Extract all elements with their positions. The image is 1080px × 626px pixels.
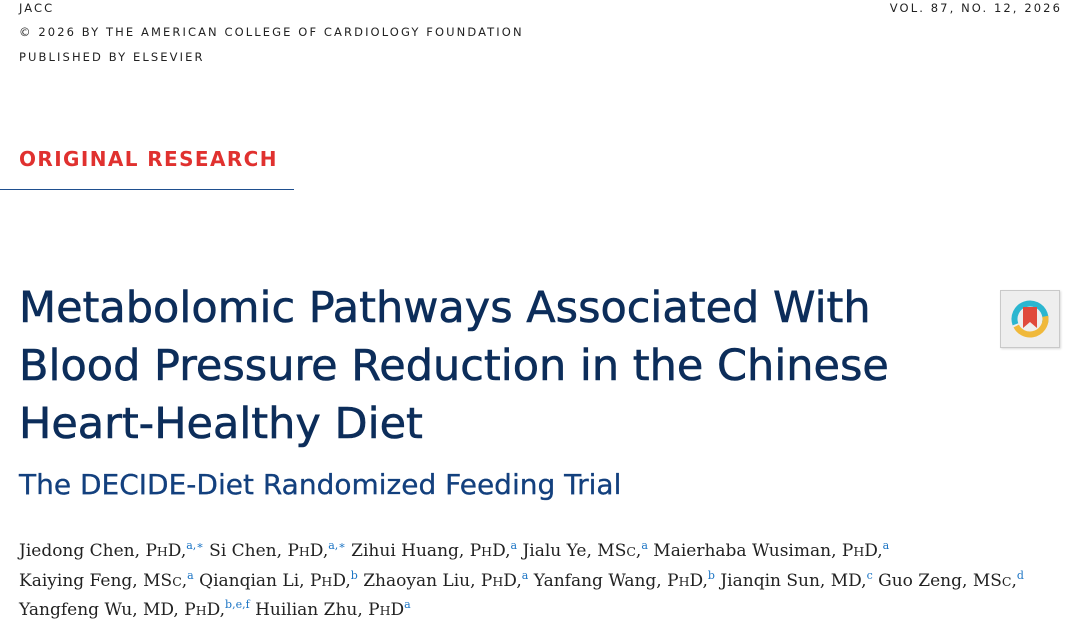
affiliation-marker[interactable]: b,e,f — [225, 598, 250, 611]
author-name: Yangfeng Wu, MD, — [19, 600, 185, 620]
author-entry: Huilian Zhu, PHDa — [255, 598, 411, 620]
affiliation-marker[interactable]: b — [707, 568, 715, 582]
affiliation-marker[interactable]: a,∗ — [186, 539, 204, 552]
author-degree: PHD — [841, 541, 878, 561]
author-degree: MSC — [597, 541, 636, 561]
author-degree: MSC — [143, 570, 182, 591]
crossmark-icon — [1011, 300, 1049, 338]
affiliation-marker[interactable]: a — [882, 539, 890, 552]
affiliation-marker[interactable]: c — [866, 568, 873, 582]
publisher-notice: PUBLISHED BY ELSEVIER — [19, 50, 205, 64]
author-degree: PHD — [667, 570, 703, 591]
author-entry: Jialu Ye, MSC,a — [522, 539, 648, 561]
author-name: Jianqin Sun, MD, — [720, 570, 867, 591]
author-entry: Zhaoyan Liu, PHD,a — [363, 568, 529, 591]
author-entry: Yangfeng Wu, MD, PHD,b,e,f — [19, 598, 250, 620]
author-degree: PHD — [309, 570, 346, 591]
author-entry: Si Chen, PHD,a,∗ — [209, 539, 346, 561]
author-entry: Jiedong Chen, PHD,a,∗ — [19, 539, 204, 561]
author-name: Kaiying Feng, — [19, 570, 144, 591]
affiliation-marker[interactable]: a — [510, 539, 518, 552]
volume-issue: VOL. 87, NO. 12, 2026 — [889, 1, 1062, 15]
section-divider — [0, 189, 294, 190]
author-degree: PHD — [480, 570, 517, 591]
affiliation-marker[interactable]: a,∗ — [328, 539, 346, 552]
copyright-notice: © 2026 BY THE AMERICAN COLLEGE OF CARDIO… — [19, 25, 524, 39]
author-line: Kaiying Feng, MSC,a Qianqian Li, PHD,b Z… — [19, 567, 1069, 597]
author-name: Yanfang Wang, — [533, 570, 668, 591]
author-degree: PHD — [368, 600, 405, 620]
affiliation-marker[interactable]: a — [521, 568, 529, 582]
author-name: Si Chen, — [209, 541, 288, 561]
affiliation-marker[interactable]: a — [187, 568, 194, 582]
author-name: Zhaoyan Liu, — [363, 570, 481, 591]
author-degree: PHD — [287, 541, 323, 561]
author-entry: Kaiying Feng, MSC,a — [19, 568, 194, 591]
author-name: Maierhaba Wusiman, — [653, 541, 842, 561]
article-title: Metabolomic Pathways Associated With Blo… — [19, 283, 889, 450]
affiliation-marker[interactable]: d — [1016, 568, 1024, 582]
author-name: Qianqian Li, — [199, 570, 310, 591]
author-entry: Zihui Huang, PHD,a — [351, 539, 518, 561]
author-name: Guo Zeng, — [878, 570, 973, 591]
affiliation-marker[interactable]: b — [350, 568, 358, 582]
affiliation-marker[interactable]: a — [404, 598, 411, 611]
author-list: Jiedong Chen, PHD,a,∗ Si Chen, PHD,a,∗ Z… — [19, 537, 1069, 626]
affiliation-marker[interactable]: a — [641, 539, 648, 552]
crossmark-button[interactable] — [1000, 290, 1060, 348]
author-degree: PHD — [469, 541, 506, 561]
author-entry: Yanfang Wang, PHD,b — [533, 568, 715, 591]
author-entry: Qianqian Li, PHD,b — [199, 568, 358, 591]
article-type-label: ORIGINAL RESEARCH — [19, 147, 278, 171]
author-name: Jiedong Chen, — [19, 541, 146, 561]
author-name: Zihui Huang, — [351, 541, 470, 561]
author-degree: MSC — [972, 570, 1012, 591]
author-line: Yangfeng Wu, MD, PHD,b,e,f Huilian Zhu, … — [19, 596, 1069, 626]
author-line: Jiedong Chen, PHD,a,∗ Si Chen, PHD,a,∗ Z… — [19, 537, 1069, 567]
author-name: Huilian Zhu, — [255, 600, 369, 620]
article-subtitle: The DECIDE-Diet Randomized Feeding Trial — [19, 468, 622, 501]
author-entry: Jianqin Sun, MD,c — [720, 568, 878, 591]
author-entry: Guo Zeng, MSC,d — [878, 568, 1024, 591]
author-entry: Maierhaba Wusiman, PHD,a — [653, 539, 890, 561]
author-degree: PHD — [145, 541, 181, 561]
journal-name: JACC — [19, 1, 55, 15]
author-name: Jialu Ye, — [522, 541, 598, 561]
author-degree: PHD — [184, 600, 220, 620]
